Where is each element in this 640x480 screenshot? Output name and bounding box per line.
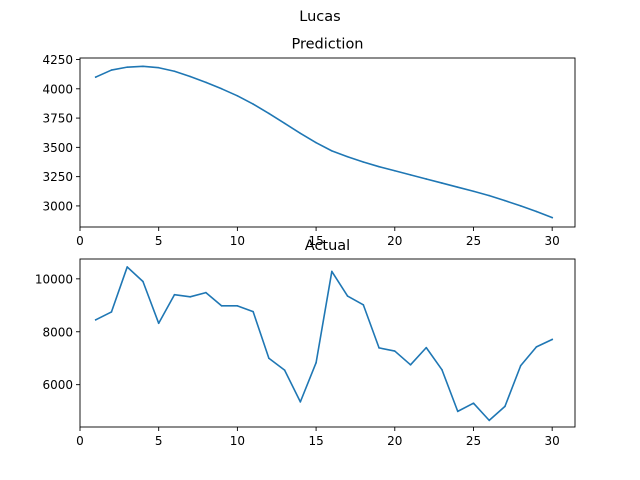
subplot-actual-x-tick-label: 5 [155, 434, 163, 448]
subplot-actual-data-point [157, 322, 160, 325]
subplot-actual-data-point [504, 405, 506, 408]
subplot-actual-x-tick-label: 25 [466, 434, 481, 448]
subplot-prediction-x-tick-label: 10 [230, 234, 245, 248]
figure-suptitle: Lucas [299, 9, 340, 25]
subplot-prediction-data-point [283, 122, 286, 125]
subplot-prediction-data-point [299, 132, 302, 135]
subplot-actual-data-point [488, 419, 491, 422]
subplot-actual-data-point [425, 346, 428, 349]
subplot-prediction-data-point [472, 190, 475, 193]
subplot-prediction-data-point [488, 194, 491, 197]
subplot-prediction-data-point [331, 150, 333, 152]
subplot-actual-data-point [551, 338, 553, 341]
subplot-prediction-data-point [94, 76, 97, 78]
subplot-prediction-data-point [220, 88, 223, 90]
subplot-prediction-data-point [393, 169, 396, 172]
subplot-actual-data-point [205, 291, 207, 294]
subplot-actual-data-point [441, 369, 443, 371]
subplot-actual-data-point [268, 357, 270, 360]
subplot-actual-data-point [519, 364, 522, 367]
subplot-prediction-data-point [456, 186, 459, 188]
subplot-prediction-data-point [346, 155, 349, 158]
subplot-prediction-data-point [126, 66, 129, 68]
subplot-prediction-data-point [425, 178, 428, 180]
subplot-prediction-frame [79, 57, 576, 228]
subplot-actual-data-point [236, 305, 239, 307]
subplot-prediction: Prediction 0 5 10 15 20 25 30 3000 3250 3500 3750 4… [42, 37, 576, 248]
subplot-prediction-ticks: 0 5 10 15 20 25 30 3000 3250 3500 3750 4000 4250 [42, 53, 559, 248]
subplot-prediction-data-point [173, 70, 176, 73]
subplot-actual-data-point [94, 319, 97, 321]
subplot-prediction-data-point [252, 103, 254, 105]
subplot-prediction-x-tick-label: 30 [545, 234, 560, 248]
subplot-prediction-y-tick-label: 4000 [42, 82, 73, 96]
subplot-prediction-data-point [362, 161, 365, 163]
subplot-actual-data-point [409, 364, 412, 366]
subplot-prediction-x-tick-label: 0 [76, 234, 84, 248]
subplot-prediction-data-point [378, 165, 380, 168]
subplot-prediction-data-point [315, 141, 317, 144]
subplot-prediction-data-point [441, 182, 443, 184]
subplot-prediction-data-point [205, 81, 207, 84]
subplot-actual-data-point [315, 361, 317, 364]
subplot-prediction-data-point [409, 174, 412, 176]
subplot-actual-x-tick-label: 20 [387, 434, 402, 448]
subplot-actual-y-tick-label: 6000 [42, 378, 73, 392]
subplot-actual-data-point [283, 369, 286, 371]
subplot-actual-data-point [393, 350, 396, 352]
subplot-prediction-data-point [519, 205, 522, 207]
subplot-actual-ticks: 0 5 10 15 20 25 30 6000 8000 10000 [35, 272, 560, 448]
subplot-actual-x-tick-label: 30 [545, 434, 560, 448]
subplot-prediction-data-point [504, 199, 506, 202]
subplot-actual-data-point [142, 280, 144, 283]
subplot-actual-series-line [94, 266, 554, 422]
subplot-prediction-x-tick-label: 20 [387, 234, 402, 248]
subplot-actual-y-tick-label: 10000 [35, 272, 73, 286]
subplot-actual-x-tick-label: 0 [76, 434, 84, 448]
subplot-actual-x-tick-label: 10 [230, 434, 245, 448]
subplot-prediction-x-tick-label: 5 [155, 234, 163, 248]
subplot-actual-data-point [189, 296, 191, 298]
subplot-actual-title: Actual [305, 238, 350, 254]
subplot-actual-data-point [346, 295, 349, 297]
subplot-prediction-data-point [535, 210, 538, 213]
subplot-prediction-y-tick-label: 3000 [42, 199, 73, 213]
subplot-prediction-x-tick-label: 25 [466, 234, 481, 248]
subplot-actual-data-point [252, 310, 254, 313]
subplot-actual-x-tick-label: 15 [308, 434, 323, 448]
subplot-prediction-title: Prediction [291, 37, 363, 53]
subplot-actual-data-point [220, 305, 223, 307]
subplot-prediction-y-tick-label: 3750 [42, 112, 73, 126]
subplot-actual-data-point [110, 311, 113, 313]
subplot-prediction-y-tick-label: 4250 [42, 53, 73, 67]
subplot-actual-series [94, 266, 554, 422]
subplot-prediction-series [94, 65, 554, 219]
subplot-prediction-y-tick-label: 3500 [42, 141, 73, 155]
subplot-prediction-y-tick-label: 3250 [42, 170, 73, 184]
subplot-prediction-data-point [189, 75, 191, 78]
subplot-prediction-data-point [268, 112, 270, 115]
subplot-actual-frame [79, 258, 576, 428]
subplot-actual-data-point [472, 402, 475, 404]
subplot-actual-data-point [378, 347, 380, 349]
subplot-actual-data-point [126, 266, 129, 268]
subplot-actual-data-point [535, 346, 538, 348]
subplot-actual-y-tick-label: 8000 [42, 325, 73, 339]
subplot-prediction-data-point [157, 66, 160, 69]
subplot-prediction-data-point [142, 65, 144, 68]
subplot-prediction-data-point [110, 69, 113, 71]
subplot-actual-data-point [299, 401, 302, 403]
subplot-actual-data-point [362, 303, 365, 306]
subplot-actual-data-point [331, 270, 333, 273]
subplot-prediction-x-tick-label: 15 [308, 234, 323, 248]
subplot-actual-data-point [456, 410, 459, 413]
subplot-prediction-data-point [551, 216, 553, 219]
subplot-prediction-series-line [94, 65, 554, 219]
subplot-prediction-data-point [236, 95, 239, 97]
subplot-actual-data-point [173, 293, 176, 296]
subplot-actual: 0 5 10 15 20 25 30 6000 8000 10000 Actual [35, 238, 576, 448]
